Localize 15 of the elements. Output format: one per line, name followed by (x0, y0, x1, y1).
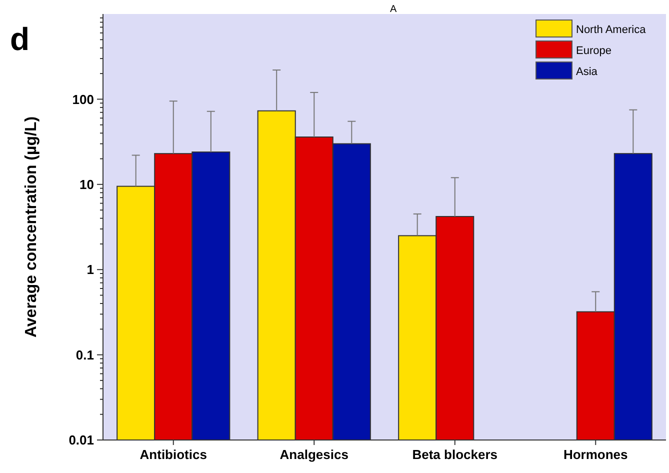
y-tick-label: 1 (86, 262, 94, 278)
legend-label: Europe (576, 44, 612, 57)
y-tick-label: 0.01 (68, 432, 94, 448)
text: d (10, 21, 30, 57)
y-axis-title: Average concentration (µg/L) (23, 116, 40, 338)
annotation: A (390, 4, 397, 15)
x-tick-label: Beta blockers (412, 447, 498, 462)
y-tick-label: 100 (72, 92, 94, 107)
y-tick-label: 0.1 (76, 347, 94, 362)
legend-label: Asia (576, 66, 598, 78)
legend-label: North America (576, 24, 647, 36)
x-tick-label: Analgesics (280, 447, 348, 462)
x-tick-label: Hormones (563, 447, 628, 462)
y-tick-label: 10 (80, 176, 94, 192)
x-tick-label: Antibiotics (140, 447, 207, 462)
